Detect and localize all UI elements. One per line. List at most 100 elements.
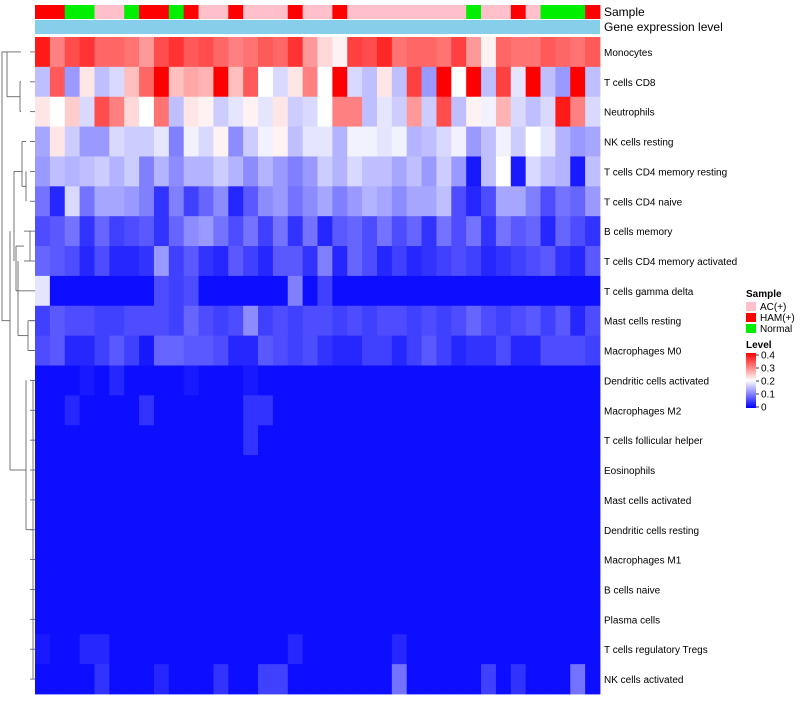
row-label: Mast cells resting (604, 317, 681, 328)
heatmap-cell (64, 156, 81, 187)
heatmap-cell (525, 216, 541, 247)
heatmap-cell (79, 425, 95, 456)
heatmap-cell (347, 66, 363, 98)
heatmap-cell (540, 604, 556, 635)
heatmap-cell (139, 186, 155, 217)
heatmap-cell (94, 126, 110, 157)
heatmap-cell (481, 96, 497, 127)
sample-annotation-cell (421, 5, 437, 19)
heatmap-cell (153, 395, 170, 426)
heatmap-cell (64, 395, 81, 426)
heatmap-cell (35, 37, 51, 68)
heatmap-cell (451, 126, 467, 157)
heatmap-cell (421, 246, 437, 277)
heatmap-cell (585, 604, 601, 635)
heatmap-cell (35, 186, 51, 217)
heatmap-cell (258, 395, 274, 426)
heatmap-cell (94, 634, 110, 665)
legend-swatch-ac (746, 302, 756, 311)
heatmap-cell (243, 126, 259, 157)
heatmap-cell (481, 395, 497, 426)
heatmap-cell (376, 216, 393, 247)
heatmap-cell (258, 425, 274, 456)
heatmap-cell (466, 604, 482, 635)
heatmap-cell (332, 126, 348, 157)
heatmap-cell (436, 455, 452, 486)
heatmap-cell (510, 246, 527, 277)
sample-annotation-cell (287, 5, 304, 19)
heatmap-cell (466, 305, 482, 337)
heatmap-cell (421, 126, 437, 157)
heatmap-cell (466, 484, 482, 516)
heatmap-cell (317, 66, 333, 98)
heatmap-cell (391, 484, 408, 516)
heatmap-cell (317, 156, 333, 187)
heatmap-cell (35, 634, 51, 665)
heatmap-cell (421, 275, 437, 307)
heatmap-cell (139, 544, 155, 575)
heatmap-cell (94, 425, 110, 456)
heatmap-cell (79, 455, 95, 486)
heatmap-cell (183, 126, 199, 157)
heatmap-cell (570, 484, 586, 516)
heatmap-cell (153, 604, 170, 635)
heatmap-cell (243, 216, 259, 247)
heatmap-cell (332, 574, 348, 605)
heatmap-cell (495, 275, 512, 307)
heatmap-cell (332, 544, 348, 575)
heatmap-cell (198, 305, 214, 337)
heatmap-cell (109, 514, 125, 546)
heatmap-cell (213, 425, 229, 456)
heatmap-cell (451, 186, 467, 217)
heatmap-cell (362, 96, 378, 127)
heatmap-cell (317, 604, 333, 635)
heatmap-cell (183, 544, 199, 575)
heatmap-cell (79, 335, 95, 366)
sample-annotation-cell (332, 5, 348, 19)
heatmap-cell (94, 574, 110, 605)
heatmap-cell (570, 66, 586, 98)
heatmap-cell (555, 37, 571, 68)
heatmap-cell (391, 186, 408, 217)
heatmap-cell (362, 335, 378, 366)
heatmap-cell (94, 604, 110, 635)
heatmap-cell (228, 335, 244, 366)
heatmap-cell (525, 395, 541, 426)
heatmap-cell (362, 455, 378, 486)
heatmap-cell (139, 574, 155, 605)
heatmap-cell (198, 604, 214, 635)
heatmap-cell (272, 275, 289, 307)
heatmap-cell (347, 484, 363, 516)
heatmap-cell (436, 66, 452, 98)
heatmap-cell (243, 514, 259, 546)
heatmap-cell (421, 37, 437, 68)
heatmap-cell (198, 634, 214, 665)
heatmap-cell (495, 544, 512, 575)
heatmap-cell (168, 335, 185, 366)
heatmap-cell (555, 634, 571, 665)
heatmap-cell (109, 275, 125, 307)
heatmap-cell (139, 275, 155, 307)
heatmap-cell (258, 455, 274, 486)
heatmap-cell (272, 246, 289, 277)
heatmap-cell (35, 604, 51, 635)
heatmap-cell (213, 574, 229, 605)
heatmap-cell (555, 305, 571, 337)
heatmap-cell (362, 37, 378, 68)
heatmap-cell (272, 365, 289, 396)
heatmap-cell (495, 37, 512, 68)
heatmap-cell (406, 574, 422, 605)
heatmap-cell (570, 544, 586, 575)
heatmap-cell (525, 37, 541, 68)
heatmap-cell (124, 484, 140, 516)
heatmap-cell (168, 544, 185, 575)
heatmap-cell (451, 634, 467, 665)
heatmap-cell (183, 604, 199, 635)
heatmap-cell (228, 425, 244, 456)
heatmap-cell (287, 514, 304, 546)
heatmap-cell (287, 37, 304, 68)
heatmap-cell (109, 37, 125, 68)
heatmap-cell (570, 604, 586, 635)
heatmap-cell (124, 425, 140, 456)
heatmap-cell (332, 246, 348, 277)
